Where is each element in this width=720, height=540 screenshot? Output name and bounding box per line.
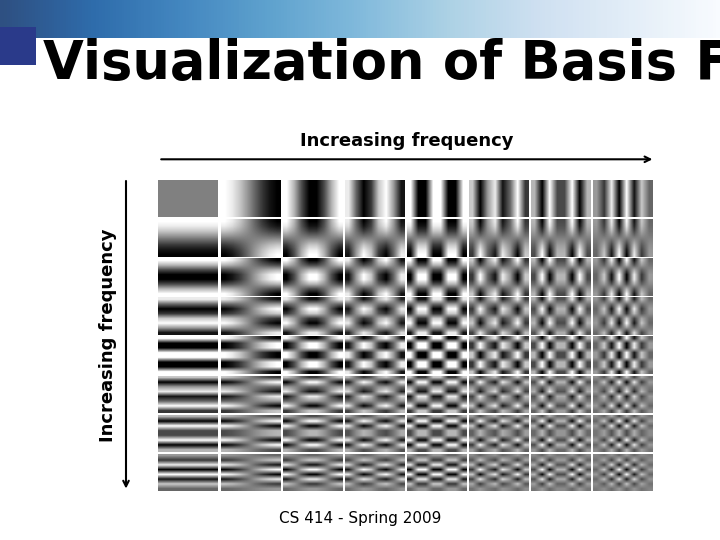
Text: Increasing frequency: Increasing frequency [300, 132, 513, 150]
Text: CS 414 - Spring 2009: CS 414 - Spring 2009 [279, 511, 441, 526]
Text: Visualization of Basis Functions: Visualization of Basis Functions [43, 38, 720, 90]
Text: Increasing frequency: Increasing frequency [99, 228, 117, 442]
